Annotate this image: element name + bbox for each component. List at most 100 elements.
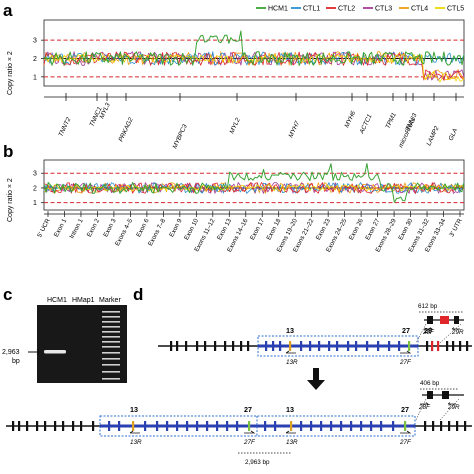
gene-label-tnni3: TNNI3 bbox=[404, 112, 418, 132]
exon-box-8 bbox=[240, 341, 243, 351]
exon-label-22: Exon 30 bbox=[397, 217, 414, 241]
y-tick-label-3: 3 bbox=[33, 171, 37, 178]
exon-box-24 bbox=[398, 341, 401, 351]
exon-box-7 bbox=[232, 341, 235, 351]
exon-box-9 bbox=[92, 421, 95, 431]
gel-band-hcm1 bbox=[44, 350, 66, 354]
exon-box-23 bbox=[248, 421, 251, 431]
exon-box-21 bbox=[366, 341, 369, 351]
product-612-label: 612 bp bbox=[418, 303, 438, 310]
gene-label-prkag2: PRKAG2 bbox=[117, 116, 134, 143]
exon-box-3 bbox=[196, 341, 199, 351]
primer-28f-bottom: 28F bbox=[418, 404, 431, 411]
exon-box-2 bbox=[26, 421, 29, 431]
exon-box-29 bbox=[320, 421, 323, 431]
exon-box-42 bbox=[456, 421, 459, 431]
primer-27f-top: 27F bbox=[399, 359, 412, 366]
exon-box-0 bbox=[12, 421, 15, 431]
exon-box-31 bbox=[340, 421, 343, 431]
zoom-exon-29-top bbox=[440, 316, 449, 324]
bottom-exons bbox=[12, 421, 467, 431]
panel-label-d: d bbox=[133, 285, 143, 304]
exon-box-32 bbox=[350, 421, 353, 431]
exon-label-25: 3′ UTR bbox=[448, 217, 463, 238]
exon-box-35 bbox=[380, 421, 383, 431]
legend-label-hcm1: HCM1 bbox=[268, 6, 288, 13]
exon-box-18 bbox=[196, 421, 199, 431]
ladder-band-2 bbox=[102, 321, 120, 323]
gene-label-tpm1: TPM1 bbox=[384, 112, 397, 130]
gel-lane-label-hmap1: HMap1 bbox=[72, 297, 95, 304]
exon-box-3 bbox=[36, 421, 39, 431]
primer-27f-bottom-b: 27F bbox=[399, 439, 412, 446]
legend-label-ctl3: CTL3 bbox=[375, 6, 392, 13]
y-tick-label-3: 3 bbox=[33, 38, 37, 45]
primer-27f-arrow-top bbox=[400, 350, 412, 354]
bottom-exon-27a-label: 27 bbox=[244, 405, 252, 414]
gel-lane-label-marker: Marker bbox=[99, 297, 121, 304]
exon-box-23 bbox=[388, 341, 391, 351]
exon-label-14: Exon 18 bbox=[265, 217, 282, 241]
zoom-exon-30-top bbox=[454, 316, 459, 324]
legend-label-ctl1: CTL1 bbox=[303, 6, 320, 13]
gel-image: HCM1 HMap1 Marker 2,963 bp bbox=[2, 297, 127, 383]
exon-label-3: Exon 2 bbox=[86, 217, 102, 238]
zoom-guides-bottom bbox=[415, 398, 460, 421]
exon-box-1 bbox=[18, 421, 21, 431]
exon-box-25 bbox=[408, 341, 411, 351]
zoom-exon-28-bottom bbox=[427, 391, 433, 399]
exon-box-5 bbox=[54, 421, 57, 431]
exon-box-22 bbox=[377, 341, 380, 351]
exon-box-14 bbox=[300, 341, 303, 351]
exon-box-43 bbox=[464, 421, 467, 431]
exon-label-2: Intron 1 bbox=[69, 217, 85, 240]
transition-arrow bbox=[307, 368, 325, 390]
exon-box-26 bbox=[426, 341, 429, 351]
panel-label-a: a bbox=[3, 1, 13, 20]
primer-13r-arrow-bottom-a bbox=[129, 430, 140, 434]
exon-box-30 bbox=[330, 421, 333, 431]
ladder-band-7 bbox=[102, 346, 120, 348]
bottom-exon-13a-label: 13 bbox=[130, 405, 138, 414]
exon-box-25 bbox=[274, 421, 277, 431]
panel-a-ylabel: Copy ratio × 2 bbox=[7, 51, 14, 95]
zoom-exon-29-bottom bbox=[442, 391, 449, 399]
top-exon-27-label: 27 bbox=[402, 326, 410, 335]
exon-box-4 bbox=[44, 421, 47, 431]
exon-box-12 bbox=[132, 421, 135, 431]
primer-27f-arrow-bottom-b bbox=[400, 430, 412, 434]
zoom-primer-arrows-top bbox=[424, 327, 460, 330]
ladder-band-10 bbox=[102, 364, 120, 366]
exon-box-15 bbox=[309, 341, 312, 351]
exon-box-18 bbox=[336, 341, 339, 351]
gene-label-actc1: ACTC1 bbox=[358, 113, 373, 136]
gene-label-myh6: MYH6 bbox=[343, 110, 357, 129]
ladder-band-8 bbox=[102, 352, 120, 354]
exon-box-11 bbox=[118, 421, 121, 431]
exon-box-14 bbox=[156, 421, 159, 431]
zoom-guides-top bbox=[415, 323, 462, 344]
exon-box-20 bbox=[355, 341, 358, 351]
series-line-hcm1 bbox=[43, 30, 465, 66]
exon-box-17 bbox=[186, 421, 189, 431]
exon-box-37 bbox=[404, 421, 407, 431]
exon-box-12 bbox=[279, 341, 282, 351]
primer-13r-top: 13R bbox=[286, 359, 298, 366]
exon-box-11 bbox=[272, 341, 275, 351]
exon-box-29 bbox=[446, 341, 449, 351]
gel-lane-label-hcm1: HCM1 bbox=[47, 297, 67, 304]
panel-a-frame bbox=[43, 19, 465, 87]
gene-label-gla: GLA bbox=[447, 127, 459, 141]
exon-box-16 bbox=[318, 341, 321, 351]
ladder-band-4 bbox=[102, 331, 120, 333]
exon-label-11: Exon 13 bbox=[216, 217, 233, 241]
exon-box-20 bbox=[216, 421, 219, 431]
primer-27f-bottom-a: 27F bbox=[243, 439, 256, 446]
ladder-band-3 bbox=[102, 326, 120, 328]
legend-label-ctl4: CTL4 bbox=[411, 6, 428, 13]
exon-box-0 bbox=[170, 341, 173, 351]
